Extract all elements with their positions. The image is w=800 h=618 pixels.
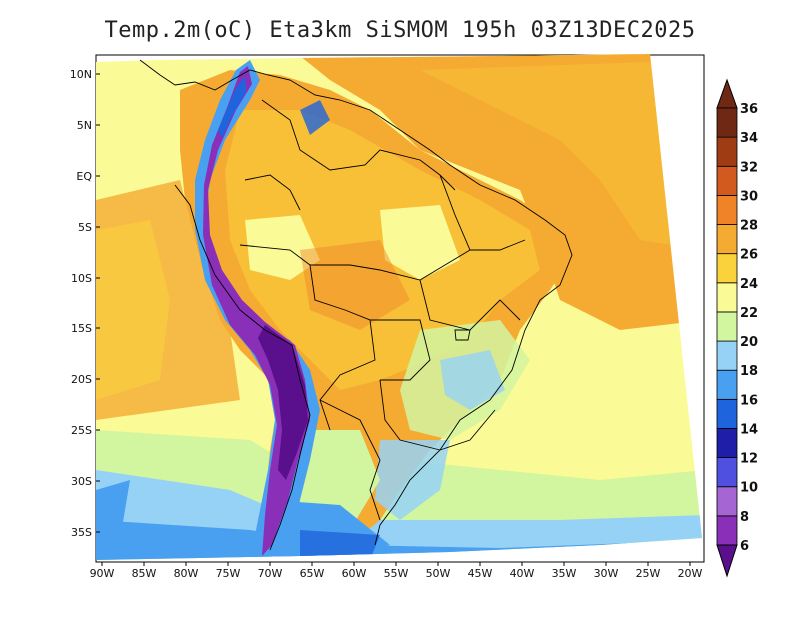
colorbar-box [716, 369, 738, 400]
colorbar-label: 28 [740, 219, 758, 234]
lon-label: 20W [678, 567, 703, 580]
colorbar: 6 8 10 12 14 16 18 20 22 24 26 28 30 32 34 36 [716, 78, 758, 578]
lon-label: 30W [594, 567, 619, 580]
lat-label: 25S [71, 424, 92, 437]
colorbar-top-arrow [716, 78, 738, 109]
lon-label: 25W [636, 567, 661, 580]
colorbar-box [716, 136, 738, 167]
colorbar-label: 18 [740, 364, 758, 379]
colorbar-box [716, 253, 738, 284]
colorbar-label: 20 [740, 335, 758, 350]
lat-label: 5N [77, 119, 92, 132]
colorbar-box [716, 165, 738, 196]
colorbar-box [716, 107, 738, 138]
colorbar-box [716, 224, 738, 255]
lon-label: 60W [342, 567, 367, 580]
colorbar-box [716, 311, 738, 342]
colorbar-box [716, 428, 738, 459]
lon-label: 50W [426, 567, 451, 580]
colorbar-label: 8 [740, 510, 749, 525]
boundaries [139, 59, 573, 551]
colorbar-label: 32 [740, 160, 758, 175]
lat-label: 15S [71, 322, 92, 335]
lat-label: EQ [76, 170, 92, 183]
lon-label: 55W [384, 567, 409, 580]
latitude-axis: 10N 5N EQ 5S 10S 15S 20S 25S 30S 35S [70, 68, 93, 539]
colorbar-label: 34 [740, 131, 758, 146]
lon-label: 45W [468, 567, 493, 580]
temperature-field [96, 54, 702, 560]
colorbar-label: 36 [740, 102, 758, 117]
lon-label: 90W [90, 567, 115, 580]
lat-label: 5S [78, 221, 92, 234]
lat-label: 10S [71, 272, 92, 285]
colorbar-label: 24 [740, 277, 758, 292]
lat-label: 30S [71, 475, 92, 488]
map-title: Temp.2m(oC) Eta3km SiSMOM 195h 03Z13DEC2… [104, 18, 696, 43]
colorbar-box [716, 457, 738, 488]
colorbar-box [716, 194, 738, 225]
lon-label: 70W [258, 567, 283, 580]
colorbar-box [716, 398, 738, 429]
colorbar-box [716, 486, 738, 517]
colorbar-box [716, 340, 738, 371]
lon-label: 65W [300, 567, 325, 580]
colorbar-box [716, 515, 738, 546]
lon-label: 35W [552, 567, 577, 580]
colorbar-label: 16 [740, 393, 758, 408]
lat-label: 10N [70, 68, 92, 81]
lon-label: 40W [510, 567, 535, 580]
colorbar-bottom-arrow [716, 544, 738, 578]
lon-label: 85W [132, 567, 157, 580]
colorbar-label: 14 [740, 422, 758, 437]
lon-label: 80W [174, 567, 199, 580]
lon-label: 75W [216, 567, 241, 580]
lat-label: 20S [71, 373, 92, 386]
lat-label: 35S [71, 526, 92, 539]
colorbar-box [716, 282, 738, 313]
colorbar-label: 30 [740, 189, 758, 204]
colorbar-label: 10 [740, 481, 758, 496]
colorbar-label: 26 [740, 248, 758, 263]
longitude-axis: 90W 85W 80W 75W 70W 65W 60W 55W 50W 45W … [90, 567, 703, 580]
colorbar-label: 22 [740, 306, 758, 321]
colorbar-label: 6 [740, 539, 749, 554]
colorbar-label: 12 [740, 452, 758, 467]
